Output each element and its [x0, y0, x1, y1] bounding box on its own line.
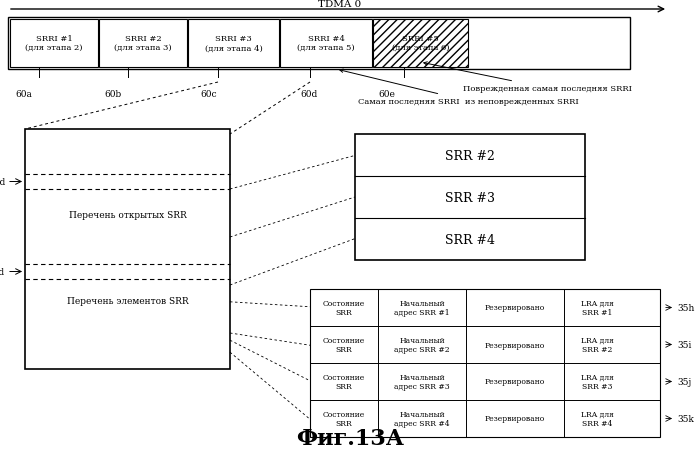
Text: SRRI #3
(для этапа 4): SRRI #3 (для этапа 4)	[204, 35, 262, 52]
Text: 35h: 35h	[677, 303, 694, 312]
Bar	[10, 20, 98, 68]
Text: Состояние
SRR: Состояние SRR	[323, 410, 365, 427]
Text: Состояние
SRR: Состояние SRR	[323, 299, 365, 316]
Text: Состояние
SRR: Состояние SRR	[323, 373, 365, 390]
Text: Состояние
SRR: Состояние SRR	[323, 336, 365, 354]
Text: Поврежденная самая последняя SRRI: Поврежденная самая последняя SRRI	[424, 63, 632, 93]
Text: Резервировано: Резервировано	[485, 415, 545, 423]
Text: 60d: 60d	[300, 90, 317, 99]
Text: LRA для
SRR #4: LRA для SRR #4	[580, 410, 613, 427]
Text: 35j: 35j	[677, 377, 692, 386]
Bar	[373, 20, 468, 68]
Text: Начальный
адрес SRR #4: Начальный адрес SRR #4	[394, 410, 450, 427]
Text: Самая последняя SRRI  из неповрежденных SRRI: Самая последняя SRRI из неповрежденных S…	[340, 70, 579, 106]
Text: Начальный
адрес SRR #1: Начальный адрес SRR #1	[394, 299, 450, 316]
Text: Резервировано: Резервировано	[485, 304, 545, 312]
Text: SRRI #2
(для этапа 3): SRRI #2 (для этапа 3)	[114, 35, 172, 52]
Text: SRR #3: SRR #3	[445, 191, 495, 204]
Text: LRA для
SRR #1: LRA для SRR #1	[580, 299, 613, 316]
Text: 52d: 52d	[0, 177, 5, 187]
Text: SRR #2: SRR #2	[445, 149, 495, 162]
Bar	[355, 135, 585, 260]
Text: TDMA 0: TDMA 0	[318, 0, 362, 9]
Text: LRA для
SRR #2: LRA для SRR #2	[580, 336, 613, 354]
Text: 60c: 60c	[200, 90, 216, 99]
Text: Фиг.13А: Фиг.13А	[296, 427, 404, 449]
Text: 60e: 60e	[378, 90, 395, 99]
Text: 60a: 60a	[15, 90, 32, 99]
Text: 30d: 30d	[0, 268, 5, 276]
Text: Перечень элементов SRR: Перечень элементов SRR	[66, 297, 188, 306]
Text: Начальный
адрес SRR #3: Начальный адрес SRR #3	[394, 373, 450, 390]
Bar	[25, 130, 230, 369]
Text: LRA для
SRR #3: LRA для SRR #3	[580, 373, 613, 390]
Text: 35k: 35k	[677, 414, 694, 423]
Text: 35i: 35i	[677, 340, 692, 349]
Text: SRR #4: SRR #4	[445, 233, 495, 246]
Bar	[310, 289, 660, 437]
Text: SRRI #4
(для этапа 5): SRRI #4 (для этапа 5)	[298, 35, 355, 52]
Text: Резервировано: Резервировано	[485, 341, 545, 349]
Bar	[99, 20, 187, 68]
Bar	[280, 20, 372, 68]
Text: SRRI #5
(для этапа 6): SRRI #5 (для этапа 6)	[392, 35, 449, 52]
Text: SRRI #1
(для этапа 2): SRRI #1 (для этапа 2)	[25, 35, 83, 52]
Text: Резервировано: Резервировано	[485, 378, 545, 386]
Bar	[188, 20, 279, 68]
Text: 60b: 60b	[104, 90, 121, 99]
Bar	[8, 18, 630, 70]
Text: Начальный
адрес SRR #2: Начальный адрес SRR #2	[394, 336, 450, 354]
Text: Перечень открытых SRR: Перечень открытых SRR	[69, 210, 186, 219]
